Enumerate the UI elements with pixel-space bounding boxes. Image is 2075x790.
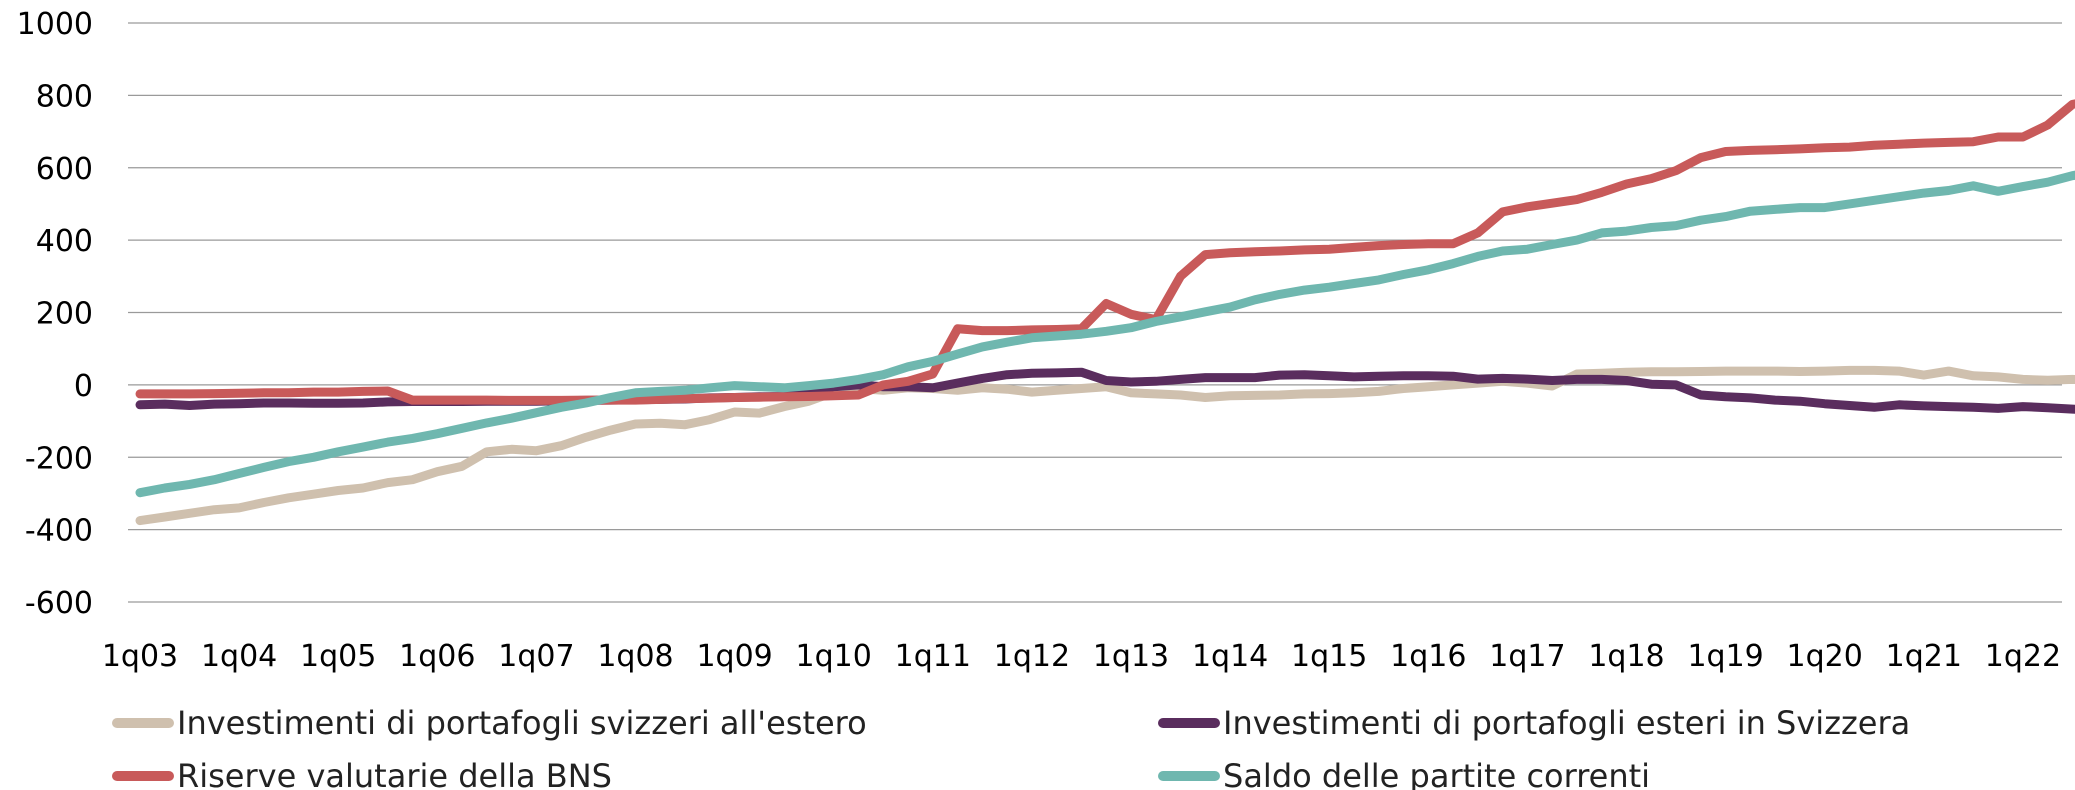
legend-item: Investimenti di portafogli esteri in Svi… <box>1158 704 1910 742</box>
legend-item: Investimenti di portafogli svizzeri all'… <box>112 704 867 742</box>
x-tick-label: 1q16 <box>1390 639 1466 674</box>
x-tick-label: 1q14 <box>1192 639 1268 674</box>
x-tick-label: 1q22 <box>1985 639 2061 674</box>
plot-area <box>135 99 2075 526</box>
x-tick-label: 1q06 <box>399 639 475 674</box>
x-axis: 1q03 1q04 1q05 1q06 1q07 1q08 1q09 1q10 1q11 1q12… <box>102 639 2061 674</box>
series-line <box>135 99 2075 405</box>
legend-label: Investimenti di portafogli esteri in Svi… <box>1223 704 1910 742</box>
x-tick-label: 1q17 <box>1489 639 1565 674</box>
y-tick-label: -600 <box>25 586 93 621</box>
legend-label: Riserve valutarie della BNS <box>177 757 612 790</box>
legend-label: Investimenti di portafogli svizzeri all'… <box>177 704 867 742</box>
x-tick-label: 1q19 <box>1687 639 1763 674</box>
x-tick-label: 1q11 <box>895 639 971 674</box>
legend-label: Saldo delle partite correnti <box>1223 757 1650 790</box>
legend: Investimenti di portafogli svizzeri all'… <box>112 704 1910 790</box>
legend-item: Saldo delle partite correnti <box>1158 757 1650 790</box>
y-axis: 1000 800 600 400 200 0 -200 -400 -600 <box>17 7 93 621</box>
x-tick-label: 1q04 <box>201 639 277 674</box>
x-tick-label: 1q03 <box>102 639 178 674</box>
x-tick-label: 1q07 <box>498 639 574 674</box>
x-tick-label: 1q15 <box>1291 639 1367 674</box>
y-tick-label: 600 <box>36 152 93 187</box>
x-tick-label: 1q05 <box>300 639 376 674</box>
y-tick-label: -400 <box>25 514 93 549</box>
y-tick-label: 200 <box>36 297 93 332</box>
y-tick-label: -200 <box>25 441 93 476</box>
y-tick-label: 0 <box>74 369 93 404</box>
x-tick-label: 1q20 <box>1787 639 1863 674</box>
y-tick-label: 800 <box>36 79 93 114</box>
y-tick-label: 400 <box>36 224 93 259</box>
x-tick-label: 1q08 <box>597 639 673 674</box>
series-line <box>135 170 2075 498</box>
x-tick-label: 1q18 <box>1588 639 1664 674</box>
x-tick-label: 1q10 <box>796 639 872 674</box>
series-line <box>135 365 2075 526</box>
x-tick-label: 1q09 <box>696 639 772 674</box>
legend-item: Riserve valutarie della BNS <box>112 757 612 790</box>
x-tick-label: 1q13 <box>1093 639 1169 674</box>
y-tick-label: 1000 <box>17 7 93 42</box>
x-tick-label: 1q21 <box>1886 639 1962 674</box>
x-tick-label: 1q12 <box>994 639 1070 674</box>
